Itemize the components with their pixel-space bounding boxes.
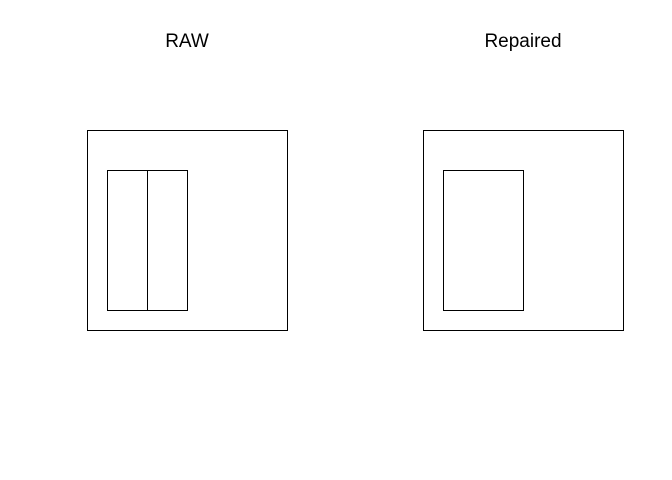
repaired-outer-frame <box>423 130 624 331</box>
raw-panel-title: RAW <box>165 31 209 52</box>
raw-inner-right-cell <box>147 170 188 311</box>
repaired-inner-cell <box>443 170 524 311</box>
raw-outer-frame <box>87 130 288 331</box>
repaired-panel: Repaired <box>423 31 624 331</box>
raw-panel: RAW <box>87 31 288 331</box>
repaired-panel-title: Repaired <box>484 31 561 52</box>
raw-inner-left-cell <box>107 170 148 311</box>
